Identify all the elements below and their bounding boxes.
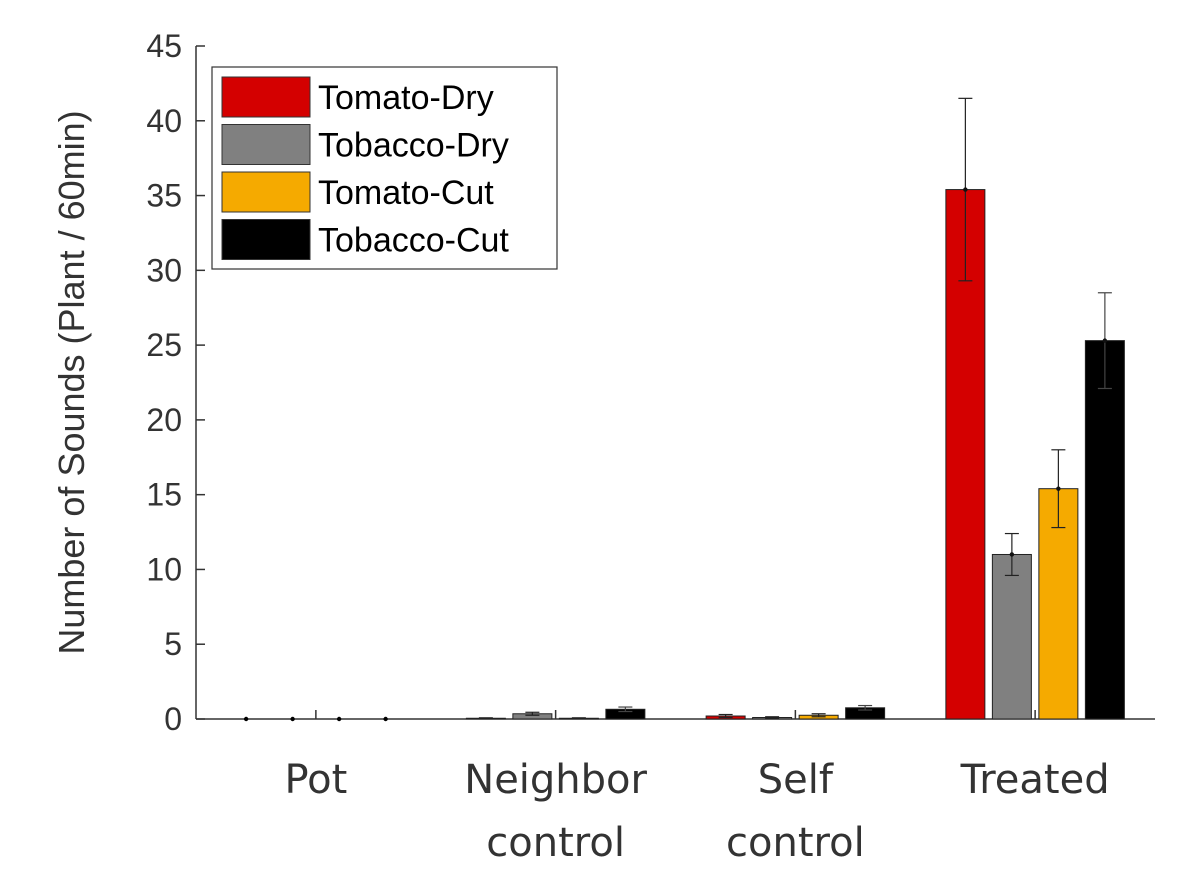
bar-tobacco-dry-pot bbox=[290, 716, 295, 722]
error-bar-tobacco-dry-neighbor-control bbox=[525, 711, 540, 716]
error-bar-tobacco-dry-treated bbox=[1004, 532, 1019, 577]
legend-swatch-tomato-cut bbox=[221, 171, 311, 213]
error-bars bbox=[478, 97, 1112, 720]
bar-tomato-cut-pot bbox=[336, 716, 342, 722]
y-axis-title: Number of Sounds (Plant / 60min) bbox=[51, 110, 92, 654]
error-bar-tomato-dry-neighbor-control bbox=[478, 717, 493, 720]
error-bar-tobacco-dry-self-control bbox=[765, 716, 780, 719]
bar-tobacco-dry-treated bbox=[991, 553, 1032, 720]
y-tick-label: 35 bbox=[146, 178, 182, 214]
x-category-label: Treated bbox=[960, 757, 1110, 803]
bar-tobacco-cut-pot bbox=[383, 716, 388, 722]
y-tick-label: 45 bbox=[146, 28, 182, 64]
legend-swatch-tobacco-cut bbox=[221, 219, 311, 260]
error-bar-tomato-dry-self-control bbox=[718, 713, 733, 719]
bar-tomato-dry-pot bbox=[243, 716, 249, 722]
y-tick-label: 0 bbox=[164, 701, 182, 737]
legend-label-tobacco-dry: Tobacco-Dry bbox=[318, 127, 509, 165]
y-tick-label: 40 bbox=[146, 103, 182, 139]
axis-labels: Number of Sounds (Plant / 60min) Pot Neigh… bbox=[51, 110, 1110, 866]
y-tick-label: 20 bbox=[146, 402, 182, 438]
y-tick-label: 30 bbox=[146, 252, 182, 288]
bar-tobacco-cut-treated bbox=[1084, 340, 1125, 720]
error-bar-tobacco-cut-neighbor-control bbox=[618, 706, 633, 713]
y-tick-label: 15 bbox=[146, 477, 182, 513]
error-bar-tomato-dry-treated bbox=[958, 97, 973, 282]
y-tick-label: 5 bbox=[164, 626, 182, 662]
x-category-label: control bbox=[486, 820, 625, 866]
x-category-label: Self bbox=[758, 757, 834, 803]
legend-label-tobacco-cut: Tobacco-Cut bbox=[318, 222, 509, 260]
legend-swatch-tobacco-dry bbox=[221, 124, 311, 165]
y-tick-label: 25 bbox=[146, 327, 182, 363]
y-tick-label: 10 bbox=[146, 551, 182, 587]
error-bar-tobacco-cut-treated bbox=[1097, 292, 1112, 390]
x-category-label: Neighbor bbox=[464, 757, 647, 803]
axes: 0 5 10 15 20 25 30 35 40 45 bbox=[146, 28, 1155, 737]
error-bar-tomato-cut-neighbor-control bbox=[571, 717, 586, 720]
error-bar-tomato-cut-treated bbox=[1051, 449, 1066, 529]
x-category-label: control bbox=[726, 820, 865, 866]
legend: Tomato-Dry Tobacco-Dry Tomato-Cut Tobacco-C… bbox=[211, 66, 558, 270]
legend-label-tomato-dry: Tomato-Dry bbox=[318, 79, 494, 117]
legend-swatch-tomato-dry bbox=[221, 76, 311, 118]
x-category-label: Pot bbox=[284, 757, 347, 803]
legend-label-tomato-cut: Tomato-Cut bbox=[318, 174, 494, 212]
error-bar-tomato-cut-self-control bbox=[811, 713, 826, 718]
error-bar-tobacco-cut-self-control bbox=[858, 704, 873, 711]
